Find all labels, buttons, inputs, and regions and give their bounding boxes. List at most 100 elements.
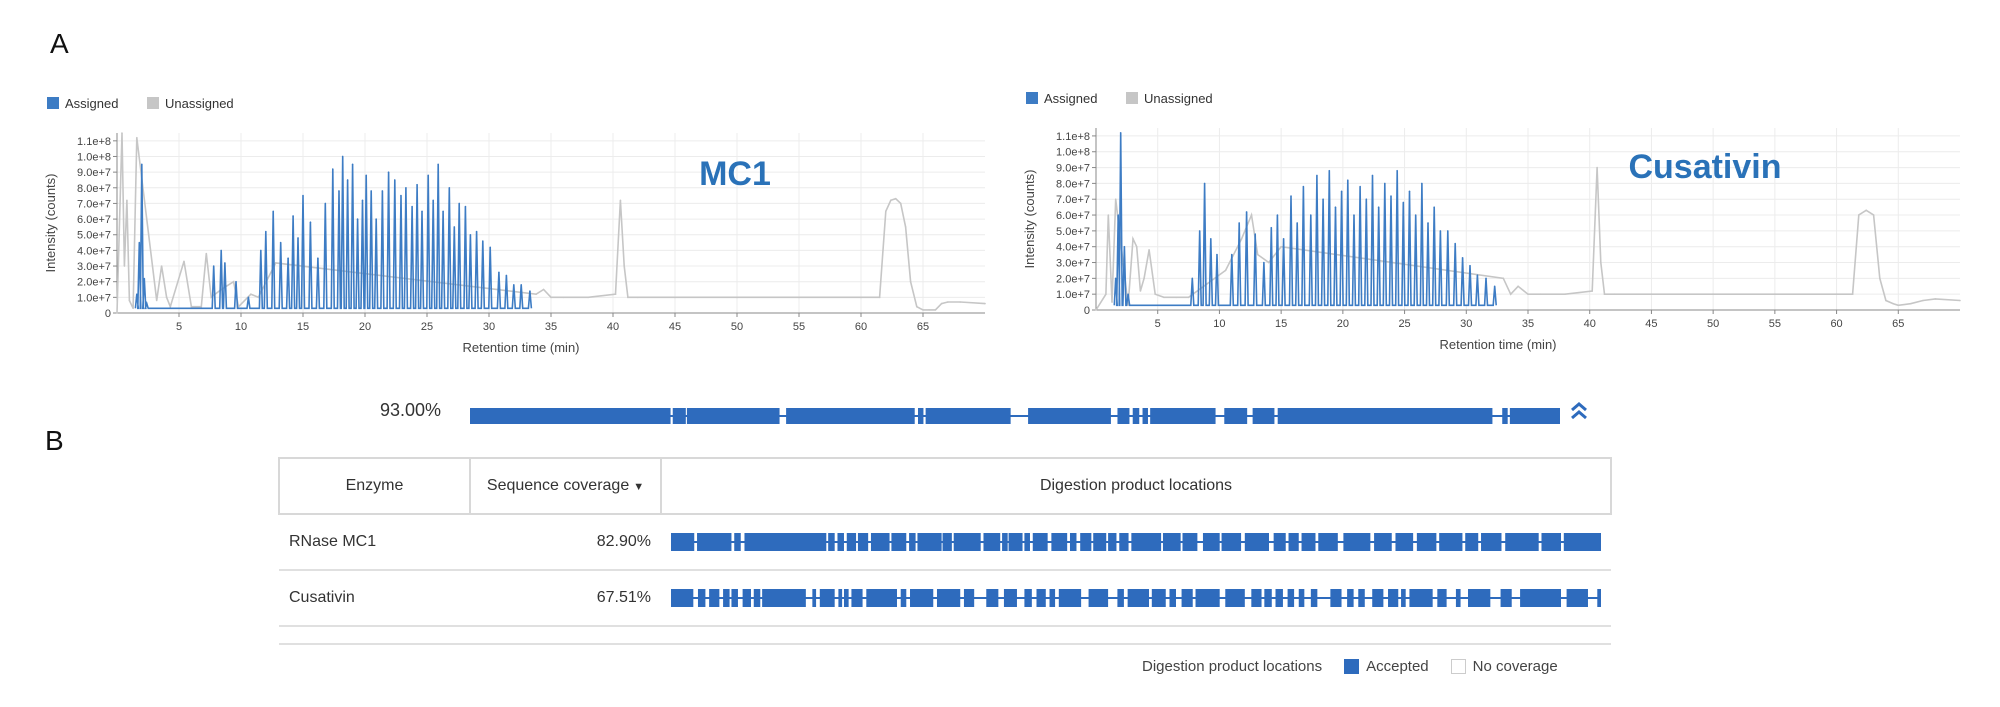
point-assigned [361,199,364,202]
enzyme-column-header[interactable]: Enzyme [278,457,471,515]
coverage-segment [762,589,806,607]
coverage-segment [857,533,869,551]
point-unassigned [1517,285,1519,288]
point-assigned [1117,214,1120,216]
point-assigned [489,246,492,249]
point-assigned [1263,261,1265,264]
coverage-segment [1117,589,1124,607]
coverage-segment [1275,589,1283,607]
point-unassigned [1502,277,1505,280]
coverage-segment [953,533,981,551]
coverage-segment [1500,589,1512,607]
point-unassigned [587,296,589,299]
accepted-legend-label: Accepted [1366,658,1429,675]
point-assigned [432,199,435,202]
enzyme-name: RNase MC1 [279,514,470,571]
no-coverage-legend-label: No coverage [1472,658,1558,675]
series-line-assigned [1113,132,1497,307]
point-assigned [1114,277,1117,280]
point-assigned [1230,253,1233,256]
point-assigned [1309,214,1312,216]
point-unassigned [1139,290,1142,292]
collapse-chevron-icon[interactable] [1566,398,1592,424]
coverage-segment [910,589,934,607]
legend-label-unassigned: Unassigned [1144,91,1213,106]
point-unassigned [1835,293,1838,295]
point-unassigned [1148,249,1150,251]
coverage-segment [1374,533,1392,551]
coverage-segment [1437,589,1447,607]
point-assigned [141,163,143,166]
point-unassigned [1163,296,1165,299]
point-unassigned [205,252,208,255]
coverage-segment [1563,533,1601,551]
coverage-column-header[interactable]: Sequence coverage ▼ [469,457,662,515]
x-tick-label: 50 [731,321,743,333]
enzyme-coverage-table: Enzyme Sequence coverage ▼ Digestion prod… [278,457,1612,645]
point-unassigned [1878,277,1881,280]
point-unassigned [885,210,887,213]
point-assigned [279,241,282,244]
point-assigned [1433,206,1435,208]
coverage-segment [744,533,827,551]
point-unassigned [984,302,986,305]
point-unassigned [1132,237,1134,240]
point-assigned [427,174,430,177]
point-assigned [292,215,294,217]
coverage-segment [1481,533,1502,551]
point-unassigned [1885,299,1887,302]
coverage-segment [1028,408,1111,424]
coverage-segment [1252,408,1275,424]
coverage-segment [1195,589,1220,607]
point-unassigned [947,301,949,303]
point-assigned [1390,195,1392,197]
coverage-segment [1566,589,1588,607]
point-assigned [1396,169,1398,172]
coverage-segment [1388,589,1399,607]
coverage-segment [917,408,924,424]
coverage-segment [1298,589,1305,607]
coverage-segment [1455,589,1461,607]
legend-swatch-assigned [1026,92,1038,104]
point-unassigned [183,260,185,263]
point-assigned [247,296,250,299]
y-tick-label: 1.1e+8 [1056,131,1090,143]
point-assigned [442,210,444,213]
x-tick-label: 40 [607,321,619,333]
point-unassigned [160,265,163,267]
point-assigned [297,237,299,239]
coverage-segment [1003,589,1017,607]
point-assigned [1216,253,1218,256]
point-unassigned [1892,302,1895,305]
sequence-coverage-value: 67.51% [470,570,661,627]
coverage-segment [1150,408,1216,424]
x-tick-label: 25 [421,321,433,333]
enzyme-name: Cusativin [279,570,470,627]
table-row[interactable]: RNase MC1 82.90% [279,514,1611,571]
point-unassigned [1897,304,1900,307]
point-unassigned [1143,277,1145,280]
coverage-segment [819,589,835,607]
point-unassigned [940,302,943,305]
point-assigned [260,249,262,252]
point-assigned [309,221,312,224]
chart-cusativin: 0 1.0e+7 2.0e+7 3.0e+7 4.0e+7 5.0e+7 6.0e+7 7.0… [1022,91,1961,352]
y-tick-label: 1.0e+8 [77,151,111,163]
legend-label-assigned: Assigned [1044,91,1097,106]
point-assigned [1353,214,1355,216]
coverage-segment [723,589,730,607]
point-unassigned [860,296,862,299]
chart-mc1: 0 1.0e+7 2.0e+7 3.0e+7 4.0e+7 5.0e+7 6.0e+7 7.0… [43,96,986,355]
table-row[interactable]: Cusativin 67.51% [279,570,1611,627]
coverage-segment [812,589,817,607]
point-assigned [1270,226,1273,229]
coverage-segment [1288,533,1299,551]
x-tick-label: 45 [1645,318,1657,330]
coverage-segment [753,589,761,607]
digestion-track-cusativin [671,589,1601,607]
coverage-segment [731,589,738,607]
point-assigned [416,183,418,186]
point-assigned [341,155,344,158]
point-assigned [370,190,373,192]
coverage-segment [786,408,915,424]
